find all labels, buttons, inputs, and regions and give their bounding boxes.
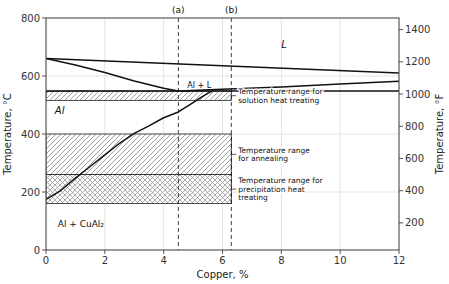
tick	[42, 76, 46, 77]
tick	[399, 190, 403, 191]
eutectic-line	[46, 90, 399, 92]
tick	[42, 192, 46, 193]
tick-label: 200	[405, 217, 424, 228]
tick-label: 10	[334, 255, 347, 266]
band-label: Temperature range forprecipitation heatt…	[237, 176, 323, 202]
marker-line	[231, 18, 232, 250]
tick-label: 1200	[405, 56, 430, 67]
band-label-line: treating	[238, 193, 268, 202]
grid-line	[46, 76, 399, 77]
plot-data	[46, 18, 399, 250]
tick-label: 800	[405, 121, 424, 132]
tick	[340, 250, 341, 254]
tick-label: 1000	[405, 89, 430, 100]
tick-label: 6	[219, 255, 225, 266]
tick-label: 1400	[405, 24, 430, 35]
tick-label: 0	[43, 255, 49, 266]
tick-label: 600	[405, 153, 424, 164]
tick-label: 400	[21, 129, 40, 140]
band-label: Temperature rangefor annealing	[237, 146, 310, 164]
tick-label: 200	[21, 187, 40, 198]
tick	[163, 250, 164, 254]
tick-label: 600	[21, 71, 40, 82]
tick-label: 12	[393, 255, 406, 266]
tick	[399, 94, 403, 95]
region-label: Al + CuAl₂	[58, 219, 105, 229]
phase-line	[46, 91, 212, 199]
tick	[42, 18, 46, 19]
tick	[42, 134, 46, 135]
region-label: L	[281, 39, 287, 50]
y2-axis-label: Temperature, °F	[434, 94, 445, 176]
tick-label: 800	[21, 13, 40, 24]
tick	[42, 250, 46, 251]
tick	[399, 250, 400, 254]
tick	[399, 126, 403, 127]
band	[46, 134, 231, 175]
tick-label: 4	[160, 255, 166, 266]
annotation-leader	[231, 95, 236, 96]
tick-label: 0	[34, 245, 40, 256]
marker-label: (a)	[172, 5, 185, 15]
tick	[46, 250, 47, 254]
plot-area	[46, 18, 399, 250]
tick	[399, 61, 403, 62]
marker-line	[178, 18, 179, 250]
region-label: Al	[54, 105, 65, 116]
band-label: Temperature range forsolution heat treat…	[237, 87, 323, 105]
tick	[222, 250, 223, 254]
frame	[46, 18, 399, 250]
annotation-leader	[231, 189, 236, 190]
grid	[46, 18, 399, 250]
x-axis-label: Copper, %	[197, 269, 249, 280]
band-label-line: solution heat treating	[238, 96, 319, 105]
tick-label: 2	[102, 255, 108, 266]
marker-label: (b)	[225, 5, 238, 15]
tick-label: 400	[405, 185, 424, 196]
region-label: Al + L	[187, 81, 211, 90]
y-axis-label: Temperature, °C	[2, 93, 13, 176]
tick	[399, 29, 403, 30]
chart: 0 2 4 6 8 10 12 0 200 400 600 800 200 400 600 800 1000 12…	[0, 0, 449, 284]
tick	[281, 250, 282, 254]
phase-line	[46, 59, 178, 91]
band-label-line: for annealing	[238, 154, 288, 163]
tick-label: 8	[278, 255, 284, 266]
tick	[104, 250, 105, 254]
annotation-leader	[231, 154, 236, 155]
tick	[399, 158, 403, 159]
tick	[399, 222, 403, 223]
